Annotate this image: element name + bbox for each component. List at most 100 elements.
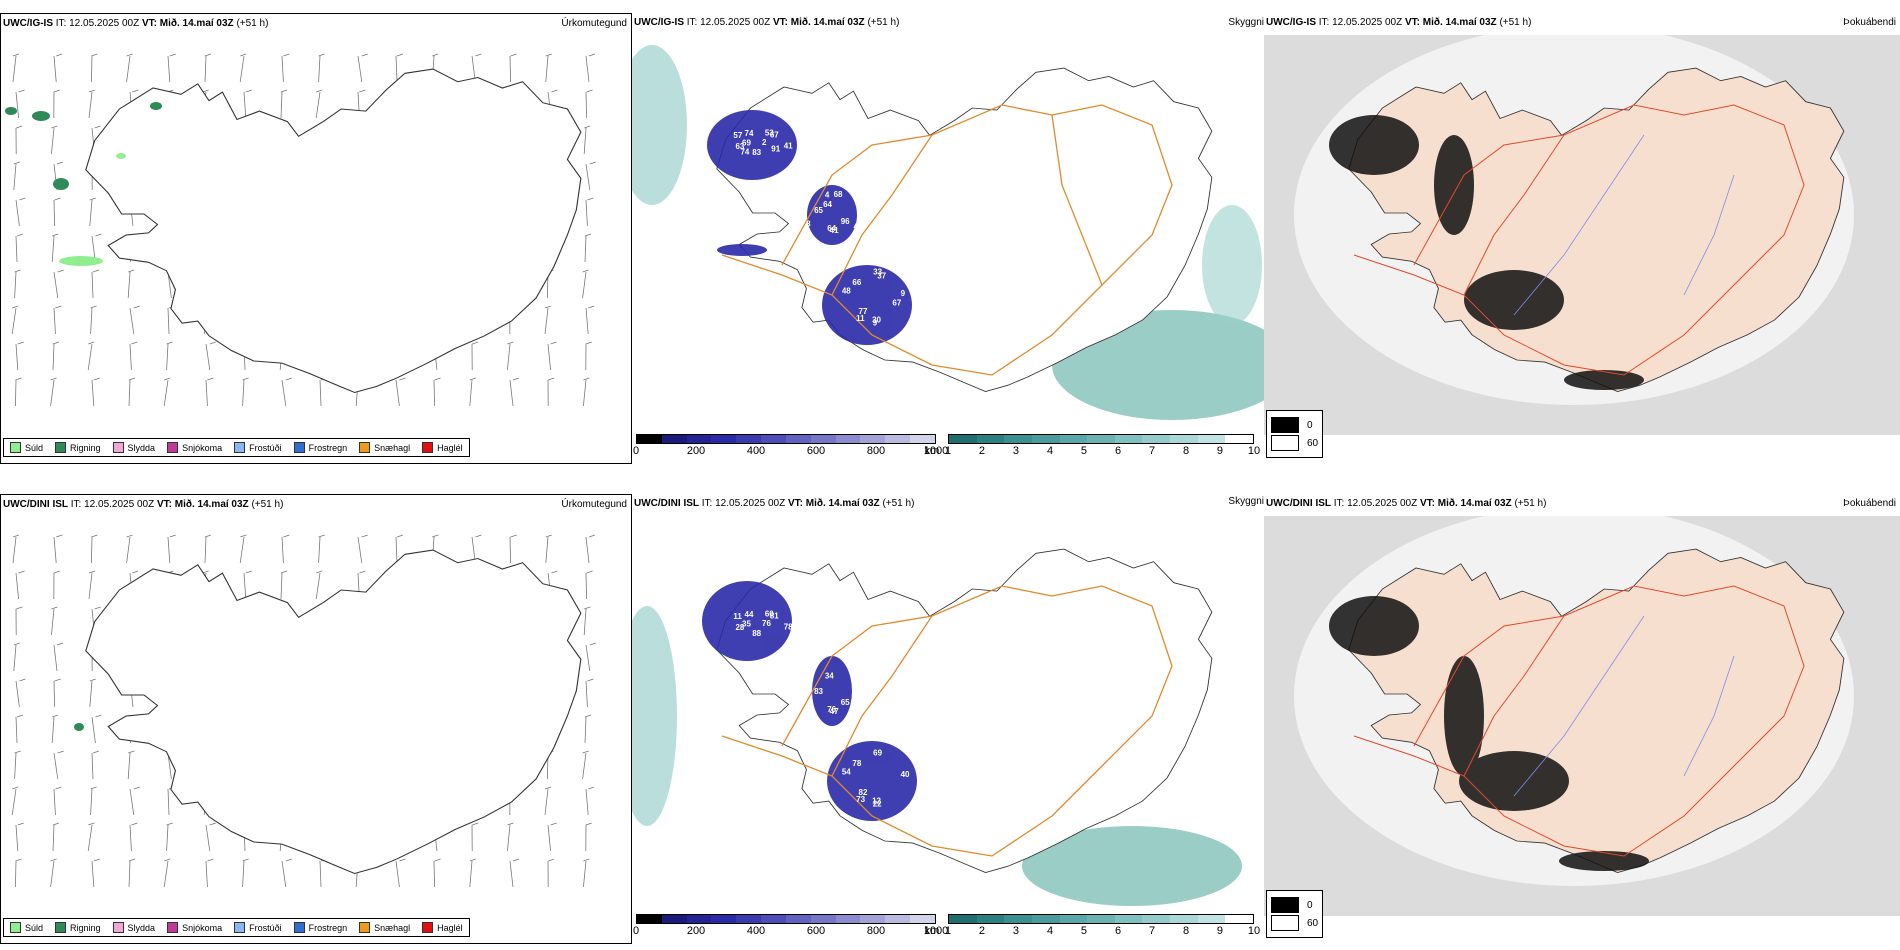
- init-time: 12.05.2025 00Z: [715, 498, 786, 509]
- ceiling-value-label: 30: [872, 315, 881, 324]
- wind-barb: [15, 89, 25, 119]
- init-time: 12.05.2025 00Z: [84, 499, 155, 510]
- ceiling-value-label: 56: [857, 203, 866, 212]
- it-label: IT:: [70, 499, 82, 510]
- ceiling-value-label: 44: [745, 610, 754, 619]
- ceiling-value-label: 33: [873, 268, 882, 277]
- wind-barb: [50, 858, 57, 888]
- wind-barb: [126, 53, 133, 83]
- wind-barb: [167, 53, 176, 83]
- legend-swatch: [293, 922, 305, 933]
- legend-swatch: [167, 442, 179, 453]
- ceiling-value-label: 9: [873, 319, 878, 328]
- wind-barb: [52, 822, 60, 852]
- lead-time: (+51 h): [1499, 17, 1532, 28]
- colorbar-tick: 200: [686, 445, 706, 457]
- wind-barb: [509, 858, 520, 888]
- fog-legend-label: 60: [1307, 437, 1319, 449]
- fog-legend-swatch: [1271, 915, 1299, 931]
- panel-header: UWC/DINI ISL IT: 12.05.2025 00Z VT: Mið.…: [634, 498, 914, 509]
- wind-barb: [507, 822, 514, 852]
- fog-legend-item: 60: [1271, 915, 1318, 931]
- wind-barb: [51, 125, 58, 155]
- model-name: UWC/DINI ISL: [3, 499, 68, 510]
- wind-barb: [281, 534, 290, 564]
- wind-barb: [53, 678, 61, 708]
- rain-blobs: [5, 102, 162, 190]
- wind-barb: [509, 377, 520, 407]
- valid-time: Mið. 14.maí 03Z: [1437, 498, 1512, 509]
- ceiling-value-label: 48: [842, 286, 851, 295]
- it-label: IT:: [701, 498, 713, 509]
- legend-label: Frostúði: [249, 442, 282, 453]
- legend-label: Snjókoma: [182, 442, 223, 453]
- ceiling-value-label: 64: [827, 224, 836, 233]
- wind-barb: [12, 534, 20, 564]
- wind-barb: [547, 822, 557, 852]
- wind-barb: [51, 714, 59, 744]
- wind-barb: [127, 269, 135, 299]
- wind-barb: [14, 269, 21, 299]
- vt-label: VT:: [1419, 498, 1435, 509]
- ceiling-value-label: 81: [854, 703, 863, 712]
- wind-barb: [88, 570, 96, 600]
- wind-barb: [15, 377, 22, 407]
- ceiling-value-label: 11: [733, 612, 742, 621]
- ceiling-value-label: 83: [814, 687, 823, 696]
- colorbar-tick: 4: [1046, 925, 1054, 937]
- ceiling-value-label: 65: [841, 698, 850, 707]
- wind-barb: [395, 534, 404, 564]
- wind-barb: [205, 341, 216, 371]
- vt-label: VT:: [772, 17, 788, 28]
- wind-barb: [91, 714, 102, 744]
- field-title: Skyggni: [1228, 17, 1264, 28]
- visibility-colorbar-bar: [948, 434, 1254, 444]
- ceiling-value-label: 78: [852, 759, 861, 768]
- legend-swatch: [167, 922, 179, 933]
- legend-swatch: [293, 442, 305, 453]
- wind-barb: [205, 858, 214, 888]
- lead-time: (+51 h): [867, 17, 900, 28]
- wind-barb: [53, 197, 61, 227]
- wind-barb: [166, 822, 173, 852]
- wind-barb: [205, 822, 216, 852]
- wind-barb: [53, 570, 60, 600]
- wind-barb: [242, 377, 249, 407]
- ceiling-value-label: 60: [765, 610, 774, 619]
- wind-barb: [471, 822, 479, 852]
- wind-barb: [315, 89, 323, 119]
- fog-legend-item: 60: [1271, 435, 1318, 451]
- legend-swatch: [55, 442, 67, 453]
- wind-barb: [87, 822, 95, 852]
- wind-barb: [14, 750, 21, 780]
- wind-barb: [13, 642, 20, 672]
- legend-item: Snæhagl: [359, 922, 410, 933]
- wind-barb: [585, 197, 594, 227]
- legend-item: Snjókoma: [167, 922, 222, 933]
- wind-barb: [91, 377, 100, 407]
- ceiling-value-label: 28: [735, 623, 744, 632]
- wind-barb: [53, 750, 64, 780]
- wind-barb: [585, 786, 595, 816]
- wind-barb: [547, 377, 555, 407]
- wind-barb: [433, 377, 441, 407]
- colorbar-tick: 800: [866, 925, 886, 937]
- colorbar-tick: 8: [1182, 445, 1190, 457]
- legend-item: Snæhagl: [359, 442, 410, 453]
- wind-barb: [357, 534, 368, 564]
- wind-barb: [584, 714, 592, 744]
- init-time: 12.05.2025 00Z: [69, 18, 140, 29]
- legend-label: Rigning: [70, 442, 101, 453]
- legend-swatch: [422, 922, 434, 933]
- ceiling-value-label: 67: [892, 299, 901, 308]
- wind-barb: [166, 341, 173, 371]
- wind-barb: [281, 377, 292, 407]
- wind-barb: [53, 305, 62, 335]
- model-name: UWC/IG-IS: [634, 17, 684, 28]
- colorbar-tick: 800: [866, 445, 886, 457]
- ceiling-value-label: 2: [762, 138, 767, 147]
- precip-type-map: [11, 534, 596, 888]
- ceiling-value-label: 66: [852, 278, 861, 287]
- legend-item: Frostúði: [234, 442, 282, 453]
- ceiling-value-label: 8: [806, 220, 811, 229]
